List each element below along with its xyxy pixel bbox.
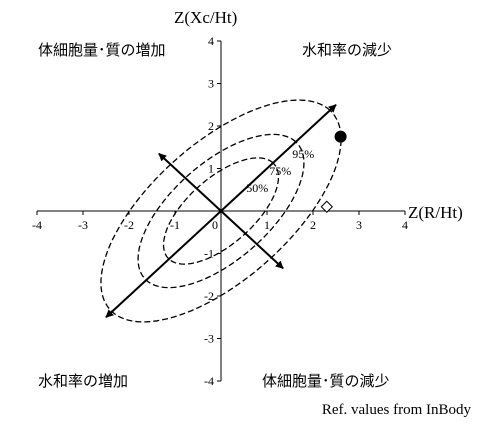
cell-mass-vector	[158, 152, 284, 270]
ellipse-label-75: 75%	[269, 164, 291, 178]
y-tick-label: 4	[208, 34, 214, 48]
quadrant-label-bottom-left: 水和率の増加	[38, 372, 128, 390]
x-tick-label: -2	[124, 218, 134, 232]
data-point-filled-circle	[334, 130, 347, 143]
x-tick-label: -3	[78, 218, 88, 232]
x-tick-label: 3	[356, 218, 362, 232]
vector-arrows	[105, 104, 337, 318]
reference-footnote: Ref. values from InBody	[322, 402, 472, 418]
ellipse-label-50: 50%	[246, 181, 268, 195]
y-tick-label: -1	[204, 247, 214, 261]
quadrant-label-top-left: 体細胞量･質の増加	[38, 41, 166, 59]
ellipse-label-95: 95%	[292, 147, 314, 161]
data-points	[320, 130, 347, 213]
quadrant-label-bottom-right: 体細胞量･質の減少	[262, 372, 390, 390]
y-tick-label: 3	[208, 77, 214, 91]
x-tick-label: -1	[170, 218, 180, 232]
y-axis-title: Z(Xc/Ht)	[174, 8, 237, 27]
x-tick-label: -4	[32, 218, 42, 232]
x-tick-label: 0	[212, 218, 218, 232]
y-tick-label: -4	[204, 374, 214, 388]
y-tick-label: 1	[208, 162, 214, 176]
y-tick-label: 2	[208, 119, 214, 133]
x-tick-label: 1	[264, 218, 270, 232]
data-point-open-diamond	[320, 200, 334, 213]
y-tick-label: -2	[204, 289, 214, 303]
quadrant-label-top-right: 水和率の減少	[302, 41, 392, 59]
x-tick-label: 4	[402, 218, 408, 232]
x-tick-label: 2	[310, 218, 316, 232]
x-axis-title: Z(R/Ht)	[408, 203, 463, 222]
y-tick-label: -3	[204, 332, 214, 346]
